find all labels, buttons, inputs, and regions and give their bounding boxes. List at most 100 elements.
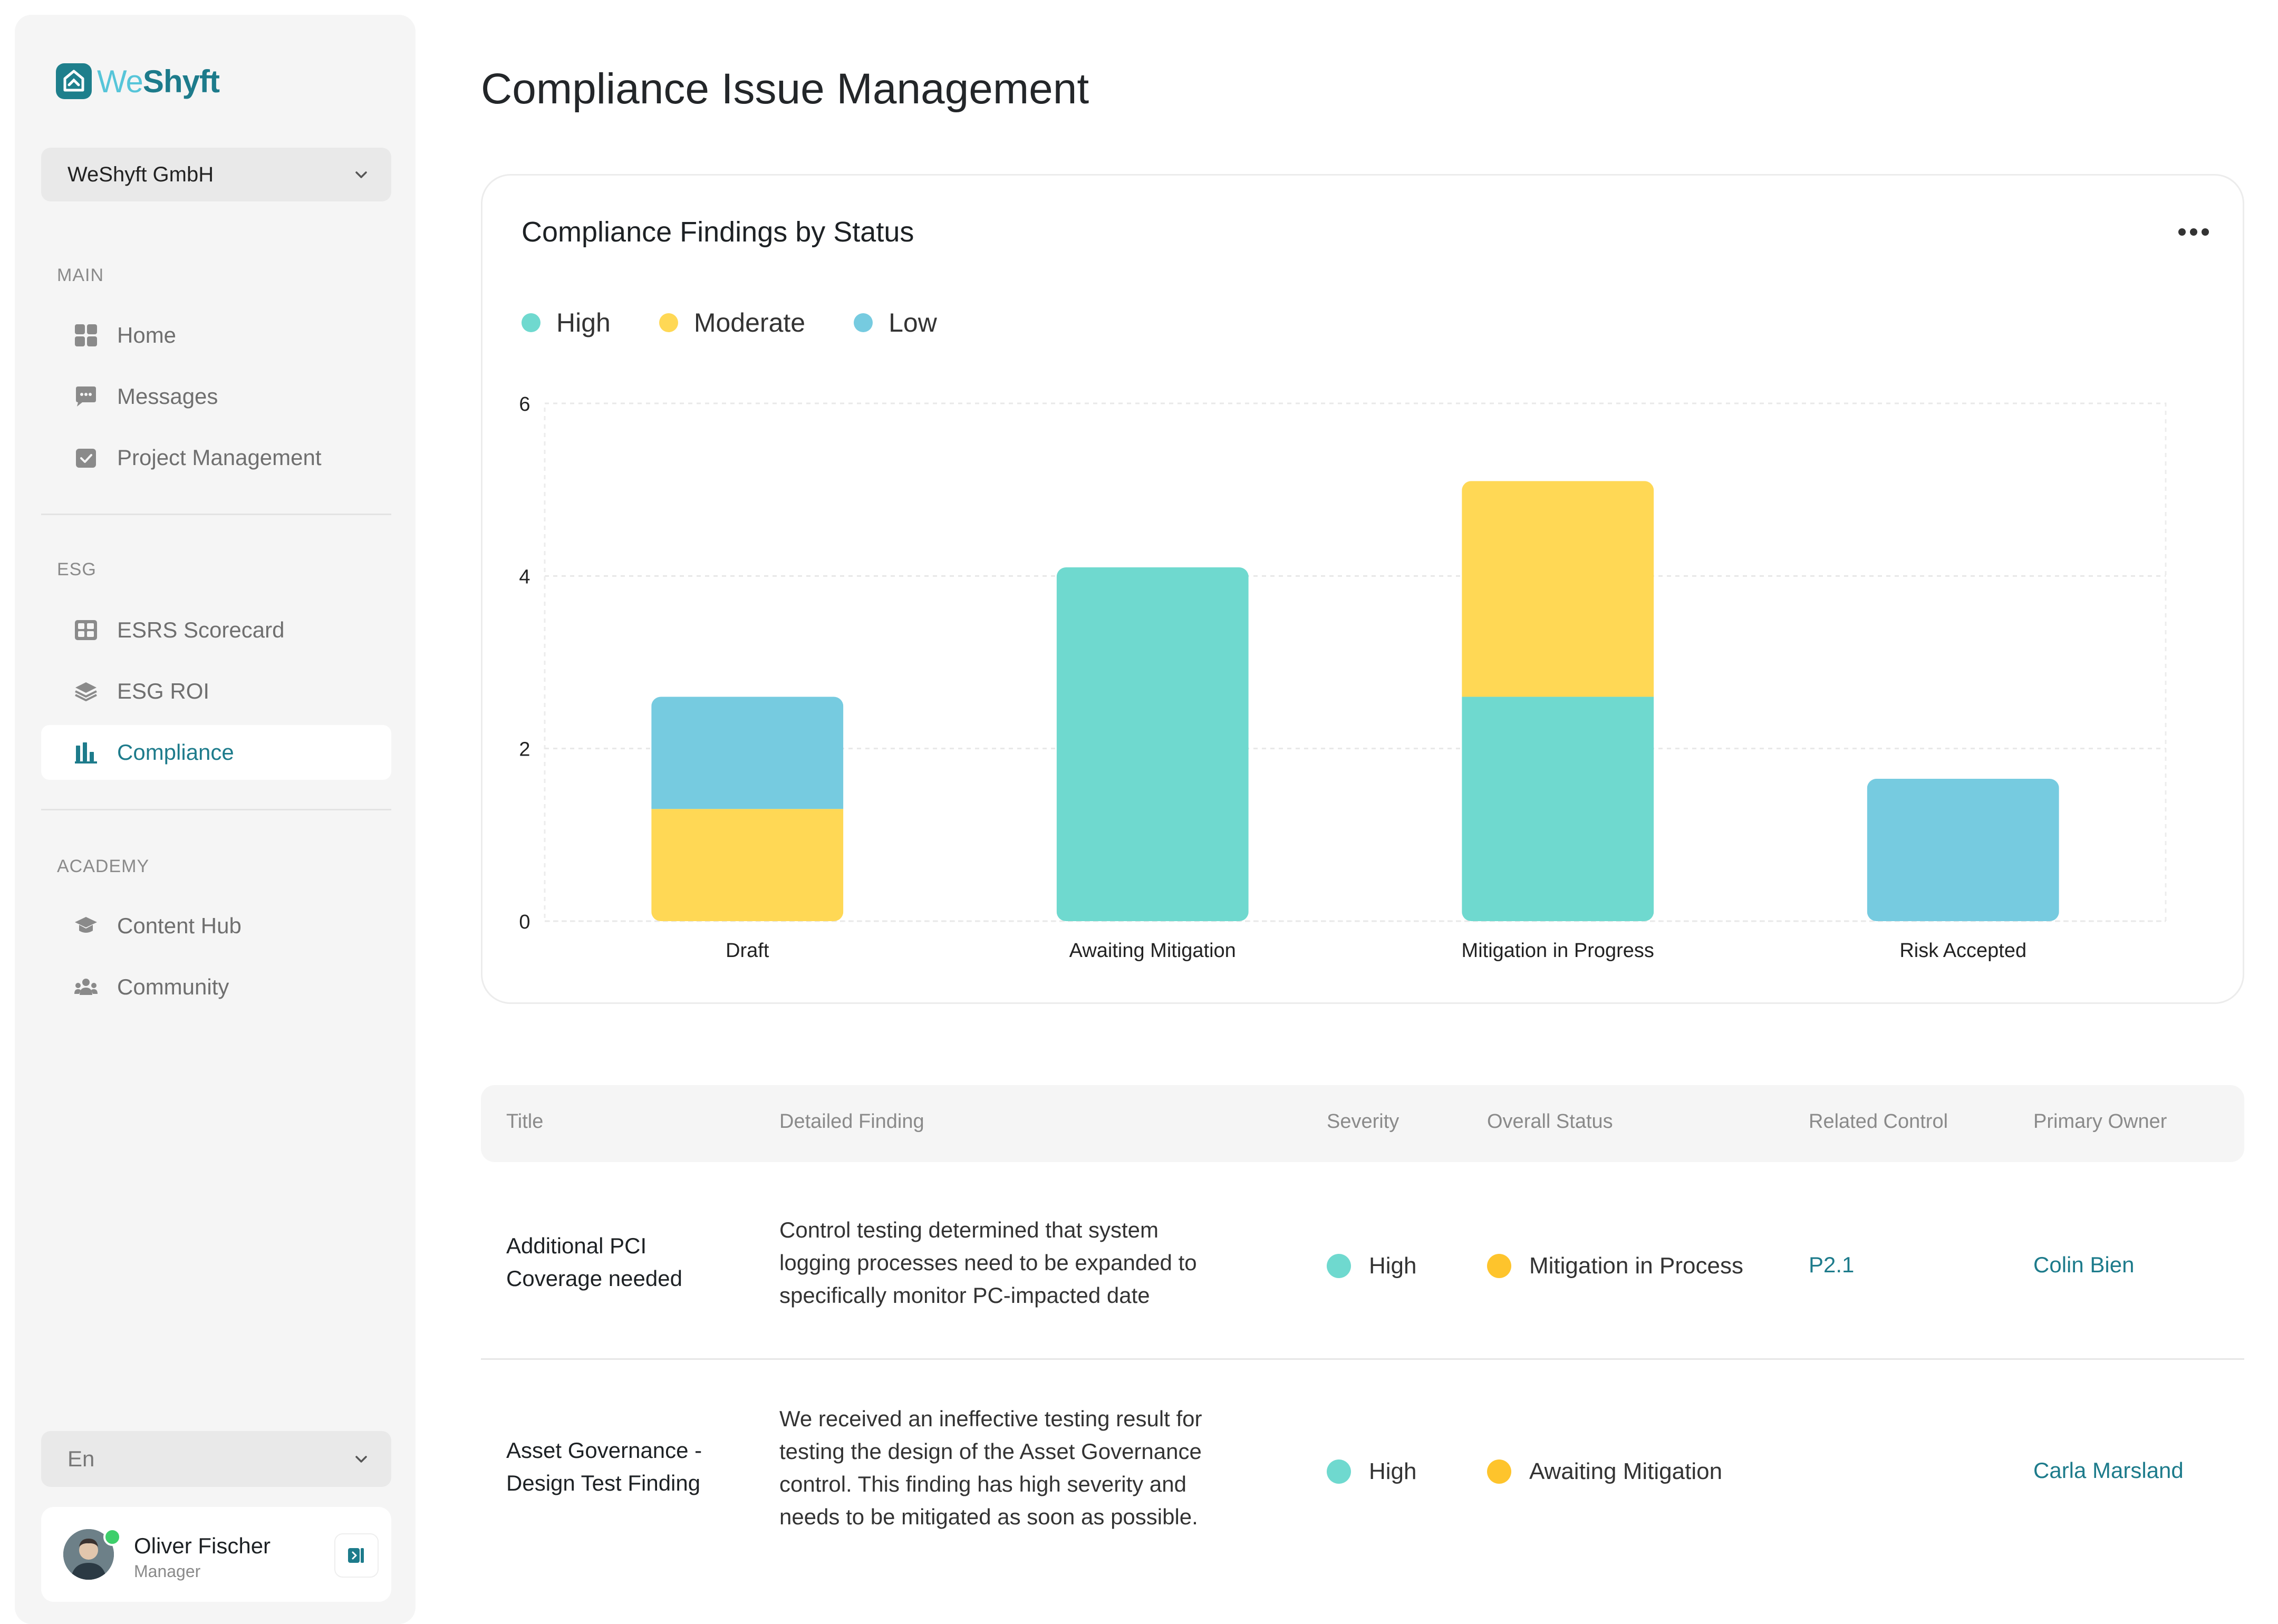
sidebar-item-label: Content Hub: [117, 913, 242, 938]
status-badge: Mitigation in Process: [1487, 1253, 1743, 1279]
sidebar-item-esg-roi[interactable]: ESG ROI: [41, 664, 391, 719]
sidebar-divider: [41, 809, 391, 810]
bar-segment-high: [1462, 697, 1654, 921]
organization-select-value: WeShyft GmbH: [67, 162, 214, 186]
primary-owner-link[interactable]: Colin Bien: [2033, 1252, 2135, 1277]
sidebar-item-esrs-scorecard[interactable]: ESRS Scorecard: [41, 603, 391, 658]
chart-title: Compliance Findings by Status: [522, 216, 914, 248]
sidebar-item-compliance[interactable]: Compliance: [41, 725, 391, 780]
x-tick-label: Awaiting Mitigation: [1069, 940, 1236, 962]
severity-badge: High: [1327, 1253, 1417, 1279]
chat-icon: [73, 383, 99, 410]
organization-select[interactable]: WeShyft GmbH: [41, 148, 391, 201]
sidebar-item-content-hub[interactable]: Content Hub: [41, 898, 391, 953]
bar-segment-low: [1867, 778, 2059, 921]
column-header-title[interactable]: Title: [506, 1110, 544, 1133]
legend-label: Low: [889, 308, 937, 337]
section-label-esg: ESG: [57, 559, 96, 579]
finding-line: specifically monitor PC-impacted date: [779, 1283, 1150, 1308]
stacked-bar-chart: 0 2 4 6 Draft Awaiting Mitigation Mitigation i…: [519, 393, 2167, 962]
sidebar-item-label: Home: [117, 323, 177, 347]
language-select-value: En: [67, 1446, 95, 1471]
table-row[interactable]: Additional PCI Coverage needed Control t…: [481, 1213, 2244, 1329]
sidebar-divider: [41, 514, 391, 515]
row-title-line: Design Test Finding: [506, 1471, 701, 1495]
severity-dot: [1327, 1254, 1351, 1278]
legend-item-moderate[interactable]: Moderate: [659, 307, 805, 338]
finding-line: control. This finding has high severity …: [779, 1472, 1186, 1496]
severity-label: High: [1369, 1253, 1417, 1279]
brand-logo[interactable]: WeShyft: [56, 62, 220, 100]
section-label-main: MAIN: [57, 265, 104, 285]
sidebar-item-label: Messages: [117, 384, 218, 409]
more-dot-icon: [2190, 228, 2197, 236]
legend-swatch: [854, 313, 873, 332]
column-header-overall-status[interactable]: Overall Status: [1487, 1110, 1613, 1133]
primary-owner-link[interactable]: Carla Marsland: [2033, 1458, 2184, 1483]
sidebar-item-home[interactable]: Home: [41, 308, 391, 363]
chevron-down-icon: [355, 1456, 367, 1463]
online-status-indicator: [103, 1528, 121, 1546]
layers-icon: [73, 678, 99, 704]
x-tick-label: Mitigation in Progress: [1462, 940, 1654, 962]
sidebar-item-label: Project Management: [117, 445, 322, 470]
user-name: Oliver Fischer: [134, 1533, 271, 1558]
sidebar: WeShyft WeShyft GmbH MAIN Home Messages …: [15, 15, 416, 1624]
x-tick-label: Risk Accepted: [1899, 940, 2026, 962]
finding-line: Control testing determined that system: [779, 1217, 1159, 1242]
status-label: Awaiting Mitigation: [1529, 1458, 1723, 1484]
legend-label: Moderate: [693, 308, 806, 337]
column-header-severity[interactable]: Severity: [1327, 1110, 1399, 1133]
table-row-divider: [481, 1358, 2244, 1360]
related-control-link[interactable]: P2.1: [1809, 1252, 1855, 1277]
language-select[interactable]: En: [41, 1431, 391, 1487]
logout-button[interactable]: [334, 1533, 379, 1578]
finding-line: We received an ineffective testing resul…: [779, 1406, 1202, 1431]
graduation-cap-icon: [73, 913, 99, 939]
bar-chart-icon: [73, 739, 99, 766]
sidebar-item-community[interactable]: Community: [41, 960, 391, 1014]
y-tick-label: 6: [519, 393, 530, 415]
row-title-line: Asset Governance -: [506, 1438, 702, 1463]
column-header-related-control[interactable]: Related Control: [1809, 1110, 1948, 1133]
status-badge: Awaiting Mitigation: [1487, 1458, 1722, 1485]
row-title: Additional PCI Coverage needed: [506, 1230, 682, 1295]
status-dot: [1487, 1254, 1511, 1278]
table-row[interactable]: Asset Governance - Design Test Finding W…: [481, 1403, 2244, 1545]
sidebar-item-messages[interactable]: Messages: [41, 369, 391, 424]
row-detailed-finding: We received an ineffective testing resul…: [779, 1403, 1202, 1533]
chart-card: Compliance Findings by Status High Moder…: [481, 174, 2244, 1004]
brand-name-part2: Shyft: [142, 63, 220, 99]
legend-swatch: [659, 313, 678, 332]
chevron-down-icon: [355, 171, 367, 178]
column-header-detailed-finding[interactable]: Detailed Finding: [779, 1110, 924, 1133]
bar-segment-low: [651, 697, 844, 809]
finding-line: logging processes need to be expanded to: [779, 1250, 1197, 1275]
finding-line: needs to be mitigated as soon as possibl…: [779, 1504, 1198, 1529]
user-card[interactable]: Oliver Fischer Manager: [41, 1507, 391, 1602]
brand-wordmark: WeShyft: [97, 63, 220, 100]
severity-label: High: [1369, 1458, 1417, 1484]
user-role: Manager: [134, 1562, 201, 1581]
bar-segment-high: [1056, 567, 1249, 921]
logout-icon: [348, 1548, 364, 1563]
y-tick-label: 4: [519, 566, 530, 588]
logo-mark-icon: [56, 63, 92, 99]
status-label: Mitigation in Process: [1529, 1253, 1743, 1279]
sidebar-item-label: Compliance: [117, 740, 234, 765]
sidebar-item-project-management[interactable]: Project Management: [41, 430, 391, 485]
brand-name-part1: We: [97, 63, 143, 99]
column-header-primary-owner[interactable]: Primary Owner: [2033, 1110, 2167, 1133]
legend-item-low[interactable]: Low: [854, 307, 937, 338]
bar-segment-moderate: [1462, 481, 1654, 697]
more-options-button[interactable]: [2178, 228, 2209, 236]
finding-line: testing the design of the Asset Governan…: [779, 1439, 1202, 1464]
page-title: Compliance Issue Management: [481, 65, 1089, 113]
clipboard-check-icon: [73, 444, 99, 471]
legend-item-high[interactable]: High: [522, 307, 611, 338]
status-dot: [1487, 1459, 1511, 1484]
x-tick-label: Draft: [726, 940, 769, 962]
severity-badge: High: [1327, 1458, 1417, 1485]
legend-label: High: [556, 308, 611, 337]
chart-legend: High Moderate Low: [522, 307, 986, 338]
